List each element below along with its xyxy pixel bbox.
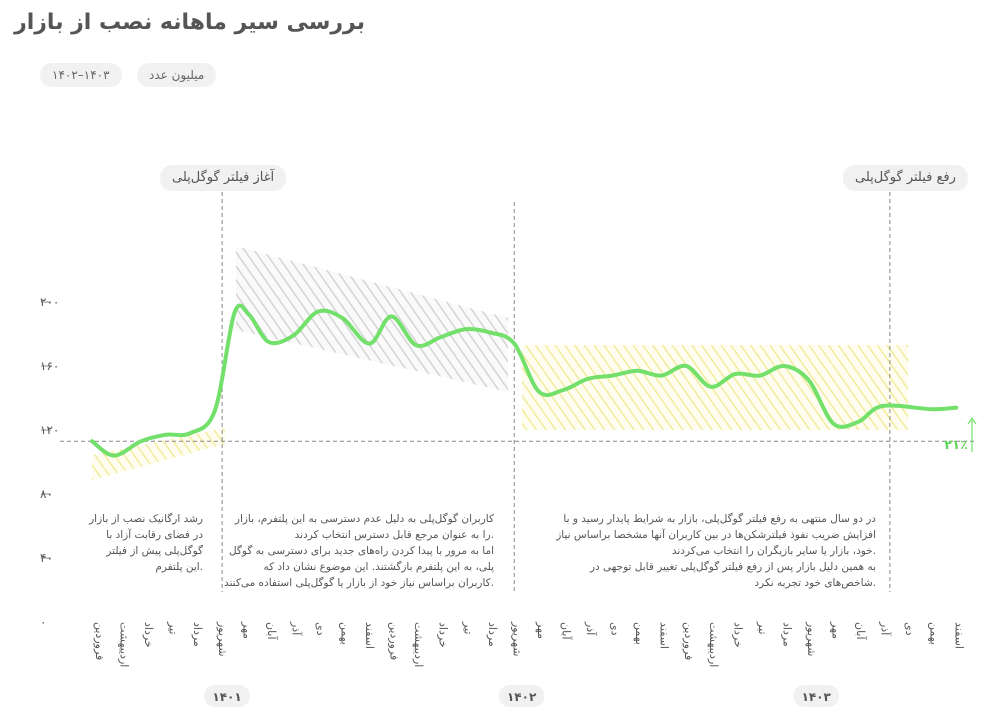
x-tick-label: فروردین [93,622,106,660]
year-badge-label: ۱۴۰۱ [212,690,241,704]
guide-lines [60,192,975,592]
growth-annotation: ۲۱٪ [944,416,977,453]
x-tick-label: شهریور [805,621,818,656]
x-tick-label: مهر [240,621,253,639]
x-axis: فروردین اردیبهشت خرداد تیر مرداد شهریور مهر آبا… [93,621,965,707]
year-badge: ۱۴۰۱ [204,685,251,707]
x-tick-label: مهر [830,621,843,639]
year-badge-bg [793,685,840,707]
x-tick-label: دی [903,622,916,636]
x-tick-label: اسفند [658,622,671,649]
growth-label: ۲۱٪ [944,438,968,453]
x-tick-label: تیر [756,621,769,634]
note-1-line: گوگل‌پلی پیش از فیلتر [105,544,203,557]
install-series-line [90,303,959,458]
x-tick-label: شهریور [216,621,229,656]
x-tick-label: اردیبهشت [707,622,720,667]
x-tick-label: بهمن [339,622,352,645]
note-3-line: افزایش ضریب نفوذ فیلترشکن‌ها در بین کارب… [555,528,876,541]
note-2-line: کاربران براساس نیاز خود از بازار یا گوگل… [224,576,494,589]
year-badge: ۱۴۰۲ [498,685,545,707]
x-tick-label: اسفند [952,622,965,649]
note-3-line: خود، بازار یا سایر بازیگران را انتخاب می… [672,544,876,557]
x-tick-label: اسفند [363,622,376,649]
note-2-line: پلی، به این پلتفرم بازگشتند. این موضوع ن… [264,560,495,573]
note-3-line: در دو سال منتهی به رفع فیلتر گوگل‌پلی، ب… [563,512,876,525]
year-badge-bg [498,685,545,707]
x-tick-label: شهریور [510,621,523,656]
x-tick-label: خرداد [142,622,155,648]
x-tick-label: دی [314,622,327,636]
x-tick-label: آذر [584,621,598,636]
hatch-area-filter-period [236,246,508,392]
note-3-line: به همین دلیل بازار پس از رفع فیلتر گوگل‌… [589,560,876,573]
x-tick-label: مرداد [486,622,499,647]
x-tick-label: تیر [461,621,474,634]
x-tick-label: آبان [854,622,868,640]
event-label-start: آغاز فیلتر گوگل‌پلی [160,165,287,191]
x-tick-label: اردیبهشت [412,622,425,667]
x-tick-label: خرداد [731,622,744,648]
x-tick-label: اردیبهشت [118,622,131,667]
event-label-end: رفع فیلتر گوگل‌پلی [843,165,968,191]
year-badge-label: ۱۴۰۳ [802,690,832,704]
note-3-line: شاخص‌های خود تجربه نکرد. [755,577,877,589]
x-tick-label: فروردین [682,622,695,660]
note-2-line: کاربران گوگل‌پلی به دلیل عدم دسترسی به ا… [234,512,494,525]
x-tick-label: مرداد [780,622,793,647]
x-tick-label: مرداد [191,622,204,647]
annotation-note-3: در دو سال منتهی به رفع فیلتر گوگل‌پلی، ب… [555,512,876,589]
x-tick-label: آبان [559,622,573,640]
y-tick-label: ۱۶۰ [40,359,59,373]
series-layer [90,303,959,458]
note-1-line: در فضای رقابت آزاد با [106,528,203,541]
x-tick-label: آذر [879,621,893,636]
growth-arrow-head [967,416,977,425]
hatch-area-pre-filter [92,428,225,480]
annotation-note-2: کاربران گوگل‌پلی به دلیل عدم دسترسی به ا… [224,512,494,589]
year-badge: ۱۴۰۳ [793,685,840,707]
y-tick-label: ۰ [40,615,46,629]
x-tick-label: خرداد [437,622,450,648]
x-tick-label: مهر [535,621,548,639]
y-tick-label: ۱۲۰ [40,423,59,437]
x-tick-label: تیر [167,621,180,634]
note-2-line: را به عنوان مرجع قابل دسترس انتخاب کردند… [295,529,494,541]
y-tick-label: ۸۰ [40,487,53,501]
x-tick-label: بهمن [633,622,646,645]
y-tick-label: ۲۰۰ [40,295,59,309]
x-tick-label: بهمن [928,622,941,645]
x-tick-label: دی [609,622,622,636]
unit-badge: میلیون عدد [137,63,217,87]
year-badge-label: ۱۴۰۲ [507,690,537,704]
note-1-line: رشد ارگانیک نصب از بازار [88,512,203,525]
annotation-note-1: رشد ارگانیک نصب از بازار در فضای رقابت آ… [88,512,203,573]
x-tick-label: فروردین [388,622,401,660]
y-axis: ۰ ۴۰ ۸۰ ۱۲۰ ۱۶۰ ۲۰۰ [40,295,59,629]
period-badge: ۱۴۰۲–۱۴۰۳ [40,63,122,87]
x-tick-label: آبان [265,622,279,640]
year-badge-bg [204,685,251,707]
x-tick-label: آذر [289,621,303,636]
y-tick-label: ۴۰ [40,551,53,565]
chart-title: بررسی سیر ماهانه نصب از بازار [14,10,365,35]
note-2-line: اما به مرور با پیدا کردن راه‌های جدید بر… [229,544,494,557]
note-1-line: این پلتفرم. [155,561,203,573]
